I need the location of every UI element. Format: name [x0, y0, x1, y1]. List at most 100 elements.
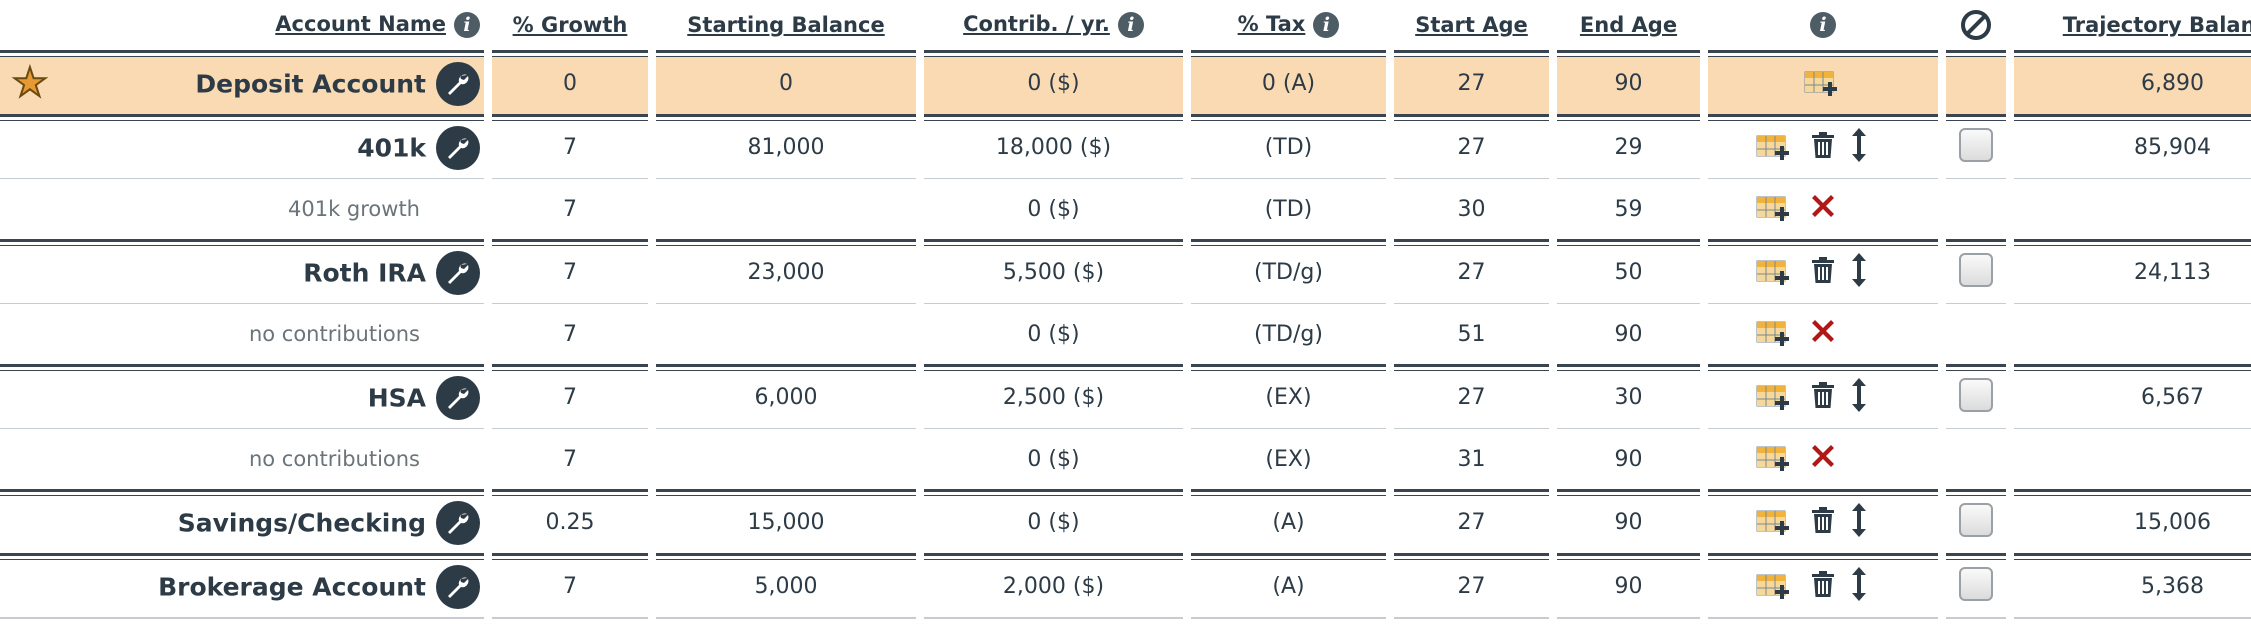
table-add-icon[interactable] — [1804, 70, 1842, 98]
end-age-value[interactable]: 90 — [1557, 303, 1700, 364]
growth-value[interactable]: 7 — [492, 553, 648, 619]
wrench-icon[interactable] — [436, 250, 480, 295]
close-x-icon[interactable] — [1812, 445, 1834, 473]
end-age-value[interactable]: 59 — [1557, 178, 1700, 239]
start-age-value[interactable]: 30 — [1394, 178, 1549, 239]
sub-period-name[interactable]: no contributions — [248, 321, 420, 346]
contrib-value[interactable]: 0 ($) — [924, 303, 1183, 364]
move-vertical-icon[interactable] — [1852, 252, 1866, 293]
account-name[interactable]: Roth IRA — [303, 258, 426, 287]
tax-value[interactable]: (TD) — [1191, 178, 1386, 239]
contrib-value[interactable]: 0 ($) — [924, 178, 1183, 239]
growth-value[interactable]: 7 — [492, 364, 648, 428]
table-add-icon[interactable] — [1756, 445, 1794, 473]
growth-value[interactable]: 7 — [492, 428, 648, 489]
move-vertical-icon[interactable] — [1852, 127, 1866, 168]
trash-icon[interactable] — [1812, 381, 1834, 414]
sort-start-age[interactable]: Start Age — [1415, 13, 1528, 37]
growth-value[interactable]: 0.25 — [492, 489, 648, 553]
trash-icon[interactable] — [1812, 256, 1834, 289]
contrib-value[interactable]: 2,500 ($) — [924, 364, 1183, 428]
disable-checkbox[interactable] — [1959, 252, 1993, 287]
starting-balance-value[interactable]: 5,000 — [656, 553, 916, 619]
starting-balance-value[interactable]: 6,000 — [656, 364, 916, 428]
end-age-value[interactable]: 90 — [1557, 489, 1700, 553]
start-age-value[interactable]: 27 — [1394, 239, 1549, 303]
close-x-icon[interactable] — [1812, 195, 1834, 223]
account-name[interactable]: 401k — [357, 133, 426, 162]
contrib-value[interactable]: 2,000 ($) — [924, 553, 1183, 619]
starting-balance-value[interactable]: 23,000 — [656, 239, 916, 303]
growth-value[interactable]: 7 — [492, 178, 648, 239]
sort-account-name[interactable]: Account Name — [275, 12, 446, 36]
ban-icon[interactable] — [1961, 10, 1991, 40]
account-name[interactable]: Deposit Account — [195, 69, 426, 98]
account-name[interactable]: Brokerage Account — [158, 572, 426, 601]
table-add-icon[interactable] — [1756, 195, 1794, 223]
sort-starting-balance[interactable]: Starting Balance — [687, 13, 885, 37]
trash-icon[interactable] — [1812, 131, 1834, 164]
start-age-value[interactable]: 51 — [1394, 303, 1549, 364]
sort-trajectory-balance[interactable]: Trajectory Balance — [2062, 13, 2251, 37]
end-age-value[interactable]: 90 — [1557, 428, 1700, 489]
start-age-value[interactable]: 27 — [1394, 50, 1549, 114]
end-age-value[interactable]: 30 — [1557, 364, 1700, 428]
wrench-icon[interactable] — [436, 125, 480, 170]
contrib-value[interactable]: 18,000 ($) — [924, 114, 1183, 178]
starting-balance-value[interactable]: 81,000 — [656, 114, 916, 178]
sort-contrib[interactable]: Contrib. / yr. — [963, 12, 1110, 36]
contrib-value[interactable]: 0 ($) — [924, 428, 1183, 489]
move-vertical-icon[interactable] — [1852, 377, 1866, 418]
tax-value[interactable]: (A) — [1191, 553, 1386, 619]
growth-value[interactable]: 7 — [492, 239, 648, 303]
contrib-value[interactable]: 5,500 ($) — [924, 239, 1183, 303]
info-icon[interactable]: i — [454, 12, 480, 38]
disable-checkbox[interactable] — [1959, 566, 1993, 601]
sub-period-name[interactable]: 401k growth — [288, 196, 420, 221]
info-icon[interactable]: i — [1117, 12, 1144, 38]
growth-value[interactable]: 0 — [492, 50, 648, 114]
wrench-icon[interactable] — [436, 375, 480, 420]
starting-balance-value[interactable]: 15,000 — [656, 489, 916, 553]
start-age-value[interactable]: 31 — [1394, 428, 1549, 489]
disable-checkbox[interactable] — [1959, 127, 1993, 162]
contrib-value[interactable]: 0 ($) — [924, 489, 1183, 553]
start-age-value[interactable]: 27 — [1394, 114, 1549, 178]
growth-value[interactable]: 7 — [492, 114, 648, 178]
contrib-value[interactable]: 0 ($) — [924, 50, 1183, 114]
tax-value[interactable]: 0 (A) — [1191, 50, 1386, 114]
tax-value[interactable]: (EX) — [1191, 428, 1386, 489]
account-name[interactable]: Savings/Checking — [177, 508, 426, 537]
sub-period-name[interactable]: no contributions — [248, 446, 420, 471]
move-vertical-icon[interactable] — [1852, 502, 1866, 543]
table-add-icon[interactable] — [1756, 384, 1794, 412]
sort-end-age[interactable]: End Age — [1579, 13, 1678, 37]
table-add-icon[interactable] — [1756, 134, 1794, 162]
table-add-icon[interactable] — [1756, 573, 1794, 601]
account-name[interactable]: HSA — [367, 383, 426, 412]
disable-checkbox[interactable] — [1959, 377, 1993, 412]
close-x-icon[interactable] — [1812, 320, 1834, 348]
wrench-icon[interactable] — [436, 500, 480, 545]
tax-value[interactable]: (TD/g) — [1191, 303, 1386, 364]
start-age-value[interactable]: 27 — [1394, 553, 1549, 619]
info-icon[interactable]: i — [1810, 12, 1836, 38]
table-add-icon[interactable] — [1756, 320, 1794, 348]
growth-value[interactable]: 7 — [492, 303, 648, 364]
end-age-value[interactable]: 50 — [1557, 239, 1700, 303]
disable-checkbox[interactable] — [1959, 502, 1993, 537]
info-icon[interactable]: i — [1313, 12, 1340, 38]
table-add-icon[interactable] — [1756, 259, 1794, 287]
move-vertical-icon[interactable] — [1852, 566, 1866, 607]
sort-growth[interactable]: % Growth — [512, 13, 628, 37]
end-age-value[interactable]: 29 — [1557, 114, 1700, 178]
wrench-icon[interactable] — [436, 564, 480, 609]
trash-icon[interactable] — [1812, 506, 1834, 539]
end-age-value[interactable]: 90 — [1557, 553, 1700, 619]
starting-balance-value[interactable]: 0 — [656, 50, 916, 114]
tax-value[interactable]: (A) — [1191, 489, 1386, 553]
start-age-value[interactable]: 27 — [1394, 489, 1549, 553]
tax-value[interactable]: (TD/g) — [1191, 239, 1386, 303]
start-age-value[interactable]: 27 — [1394, 364, 1549, 428]
sort-tax[interactable]: % Tax — [1237, 12, 1306, 36]
